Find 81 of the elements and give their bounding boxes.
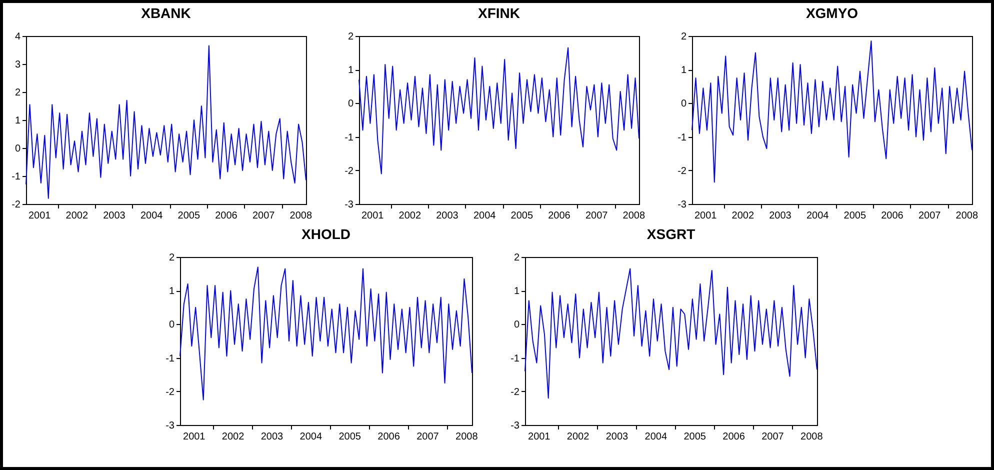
x-tick-label: 2004 [300, 432, 322, 442]
y-tick-label: 1 [168, 286, 175, 298]
y-tick-label: 1 [680, 65, 686, 76]
x-tick-label: 2005 [843, 210, 866, 222]
x-tick-label: 2004 [140, 210, 163, 222]
y-tick-label: 2 [168, 252, 175, 264]
line-series [691, 40, 972, 183]
y-tick-label: -2 [344, 166, 354, 177]
y-tick-label: 0 [14, 144, 20, 154]
y-tick-label: 4 [14, 32, 20, 42]
chart-title: XHOLD [302, 226, 350, 242]
x-tick-label: 2008 [456, 432, 478, 442]
x-tick-label: 2001 [360, 210, 384, 222]
y-tick-label: -3 [344, 200, 354, 210]
x-tick-label: 2005 [684, 432, 706, 442]
y-tick-label: 0 [347, 98, 354, 110]
y-tick-label: -1 [344, 132, 354, 144]
x-tick-label: 2007 [762, 432, 784, 442]
y-tick-label: 2 [14, 88, 20, 98]
y-tick-label: -1 [510, 353, 520, 364]
y-tick-label: -2 [677, 166, 686, 177]
y-tick-label: -2 [11, 200, 20, 210]
x-tick-label: 2001 [28, 210, 51, 222]
x-tick-label: 2002 [222, 432, 245, 442]
x-tick-label: 2001 [528, 432, 551, 442]
x-tick-label: 2007 [252, 210, 275, 222]
x-tick-label: 2008 [289, 210, 312, 222]
x-tick-label: 2006 [378, 432, 400, 442]
y-tick-label: 0 [680, 98, 686, 110]
y-tick-label: 2 [347, 32, 354, 42]
y-tick-label: -1 [166, 353, 175, 364]
y-tick-label: -3 [677, 200, 686, 210]
x-tick-label: 2004 [472, 210, 496, 222]
y-tick-label: -1 [11, 172, 20, 182]
y-tick-label: 1 [347, 65, 354, 76]
y-tick-label: 2 [680, 32, 686, 42]
x-tick-label: 2004 [644, 432, 668, 442]
x-tick-label: 2007 [416, 432, 440, 442]
x-tick-label: 2001 [183, 432, 206, 442]
x-tick-label: 2002 [731, 210, 754, 222]
line-series [524, 268, 818, 399]
x-tick-label: 2002 [398, 210, 421, 222]
x-tick-label: 2005 [177, 210, 200, 222]
y-tick-label: 1 [514, 286, 520, 298]
x-tick-label: 2007 [584, 210, 608, 222]
x-tick-label: 2007 [918, 210, 941, 222]
y-tick-label: -2 [166, 386, 175, 398]
x-tick-label: 2005 [338, 432, 362, 442]
y-tick-label: -2 [510, 386, 520, 398]
x-tick-label: 2003 [260, 432, 284, 442]
x-tick-label: 2006 [722, 432, 746, 442]
x-tick-label: 2003 [606, 432, 629, 442]
x-tick-label: 2006 [214, 210, 238, 222]
x-tick-label: 2001 [694, 210, 717, 222]
chart-title: XSGRT [646, 226, 696, 242]
line-series [358, 47, 639, 174]
line-series [180, 266, 472, 400]
y-tick-label: -3 [166, 420, 175, 432]
y-tick-label: -3 [510, 420, 520, 432]
x-tick-label: 2002 [65, 210, 88, 222]
x-tick-label: 2006 [880, 210, 904, 222]
x-tick-label: 2003 [102, 210, 126, 222]
line-series [25, 45, 306, 199]
x-tick-label: 2006 [548, 210, 570, 222]
x-tick-label: 2008 [955, 210, 978, 222]
y-tick-label: 0 [168, 320, 175, 331]
x-tick-label: 2008 [622, 210, 645, 222]
x-tick-label: 2002 [566, 432, 590, 442]
x-tick-label: 2004 [806, 210, 829, 222]
x-tick-label: 2008 [800, 432, 824, 442]
chart-title: XFINK [478, 5, 520, 21]
chart-title: XBANK [140, 5, 190, 21]
x-tick-label: 2003 [436, 210, 458, 222]
chart-title: XGMYO [805, 5, 858, 21]
y-tick-label: 3 [14, 60, 20, 70]
y-tick-label: 0 [514, 320, 520, 331]
y-tick-label: 1 [14, 116, 20, 126]
x-tick-label: 2003 [768, 210, 792, 222]
y-tick-label: -1 [677, 132, 686, 144]
x-tick-label: 2005 [510, 210, 533, 222]
y-tick-label: 2 [514, 252, 520, 264]
